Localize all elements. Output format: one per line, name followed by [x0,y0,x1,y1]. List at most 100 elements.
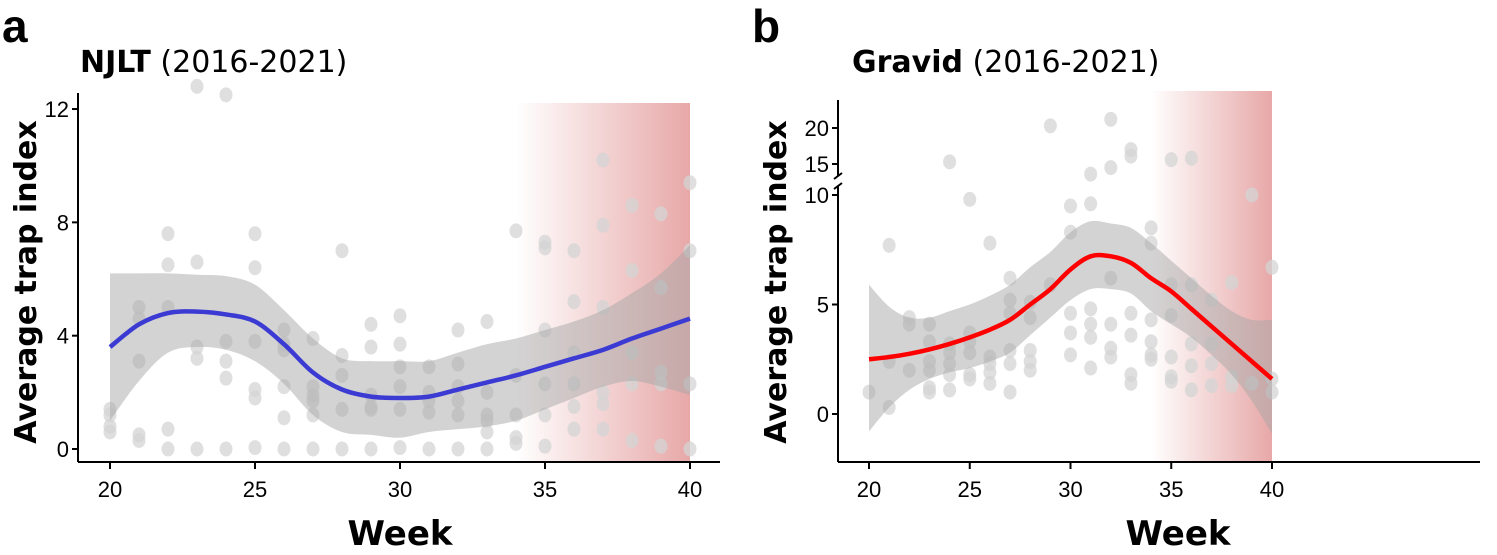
data-point [1205,378,1219,394]
data-point [1205,356,1219,372]
data-point [1104,316,1118,332]
data-point [596,396,610,412]
data-point [219,353,233,369]
data-point [596,217,610,233]
data-point [190,78,204,94]
x-tick-label: 30 [1058,477,1082,502]
data-point [963,371,977,387]
smooth-trend-line [108,309,691,401]
data-point [1064,325,1077,341]
data-point [943,382,957,398]
x-tick-label: 30 [388,477,412,502]
title-bold: Gravid [852,45,963,80]
y-tick-label: 10 [805,183,829,208]
confidence-band [110,245,690,438]
data-point [393,308,407,324]
data-point [1084,329,1098,345]
data-point [277,441,291,457]
data-point [248,260,262,276]
x-tick-label: 35 [533,477,557,502]
data-point [567,421,581,437]
data-point [922,384,936,400]
chart-title: NJLT (2016-2021) [80,45,347,80]
data-point [1023,362,1037,378]
data-point [983,364,997,380]
data-point [480,441,494,457]
data-point [132,433,146,449]
data-point [538,407,552,423]
data-point [596,421,610,437]
data-point [1184,358,1198,374]
x-tick-label: 40 [678,477,702,502]
data-point [422,441,436,457]
title-rest: (2016-2021) [151,45,347,80]
data-point [219,370,233,386]
data-point [219,87,233,103]
data-point [1225,378,1239,394]
data-point [1184,336,1198,352]
data-point [1104,349,1118,365]
data-point [1023,342,1037,358]
title-rest: (2016-2021) [963,45,1159,80]
data-point [161,226,175,242]
data-point [596,152,610,168]
data-point [190,254,204,270]
data-point [1104,160,1118,176]
data-point [306,441,320,457]
y-axis-label: Average trap index [759,120,794,443]
y-tick-label: 8 [57,210,69,235]
data-point [567,294,581,310]
data-point [1003,384,1017,400]
data-point [1124,327,1138,343]
data-point [625,263,639,279]
y-tick-label: 0 [817,402,829,427]
y-tick-label: 12 [45,97,69,122]
data-point [248,390,262,406]
y-tick-label: 0 [57,437,69,462]
data-point [963,191,977,207]
data-point [1084,316,1098,332]
x-tick-label: 20 [98,477,122,502]
data-point [480,314,494,330]
data-point [1084,196,1098,212]
data-point [248,226,262,242]
x-tick-label: 35 [1159,477,1183,502]
data-point [654,438,668,454]
panel-label: b [752,0,780,52]
data-point [1124,148,1138,164]
x-tick-label: 25 [243,477,267,502]
axis-break-gap [834,176,842,186]
data-point [625,433,639,449]
x-tick-label: 20 [857,477,881,502]
data-point [364,441,378,457]
data-point [103,424,117,440]
data-point [277,410,291,426]
data-point [654,206,668,222]
data-point [509,435,523,451]
y-tick-label: 15 [805,152,829,177]
data-point [451,441,465,457]
data-point [625,197,639,213]
chart-title: Gravid (2016-2021) [852,45,1159,80]
data-point [190,441,204,457]
data-point [567,399,581,415]
data-point [1084,360,1098,376]
plot-area: 20 25 30 35 40 0 5 10 15 20 [805,91,1480,502]
data-point [1225,275,1239,291]
data-point [1084,301,1098,317]
data-point [596,384,610,400]
data-point [1104,111,1118,127]
data-point [161,257,175,273]
data-point [983,375,997,391]
data-point [1144,220,1158,236]
data-point [1144,334,1158,350]
data-point [683,175,697,191]
data-point [364,316,378,332]
data-point [943,154,957,170]
y-tick-label: 5 [817,293,829,318]
data-point [1164,349,1178,365]
data-point [161,421,175,437]
data-point [393,336,407,352]
data-point [1124,305,1138,321]
data-point [1144,351,1158,367]
